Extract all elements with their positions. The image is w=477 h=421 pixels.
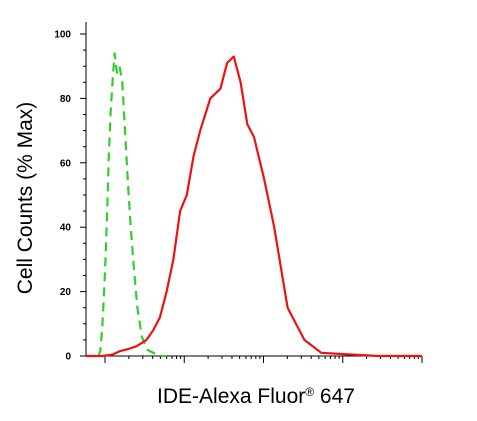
series-line-1 — [97, 52, 167, 358]
y-tick-label: 100 — [54, 30, 71, 41]
y-tick-label: 60 — [60, 158, 72, 169]
y-tick-label: 20 — [60, 287, 72, 298]
y-tick-label: 80 — [60, 94, 72, 105]
series-layer — [86, 52, 422, 358]
y-axis-title: Cell Counts (% Max) — [14, 102, 37, 295]
axes: 0 20 40 60 80 100 — [54, 22, 423, 363]
y-tick-label: 40 — [60, 223, 72, 234]
series-line-2 — [86, 55, 422, 358]
y-tick-label: 0 — [65, 352, 71, 363]
x-axis-title: IDE-Alexa Fluor® 647 — [157, 385, 355, 408]
